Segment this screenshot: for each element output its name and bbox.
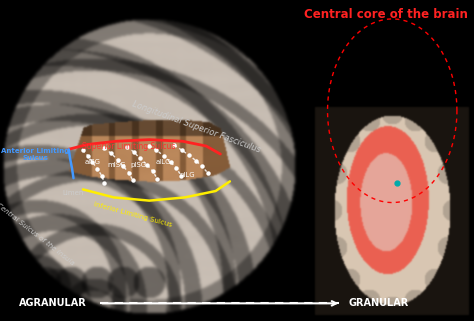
Text: aILG: aILG: [156, 159, 171, 165]
Text: Anterior Limiting
Sulcus: Anterior Limiting Sulcus: [1, 148, 70, 160]
Text: GRANULAR: GRANULAR: [348, 298, 409, 308]
Text: AGRANULAR: AGRANULAR: [19, 298, 87, 308]
Text: Longitudinal Superior Fasciculus: Longitudinal Superior Fasciculus: [131, 99, 262, 154]
Text: mISG: mISG: [107, 162, 126, 168]
Text: pILG: pILG: [180, 172, 195, 178]
Text: Superior Limiting Sulcus: Superior Limiting Sulcus: [82, 142, 175, 151]
Text: Central Sulcus of the Insula: Central Sulcus of the Insula: [0, 202, 75, 266]
Text: pISG: pISG: [131, 162, 147, 168]
Text: aISG: aISG: [84, 159, 100, 165]
Text: Limen: Limen: [63, 190, 84, 195]
Text: Central core of the brain: Central core of the brain: [304, 8, 468, 21]
Text: Inferior Limiting Sulcus: Inferior Limiting Sulcus: [93, 201, 173, 228]
